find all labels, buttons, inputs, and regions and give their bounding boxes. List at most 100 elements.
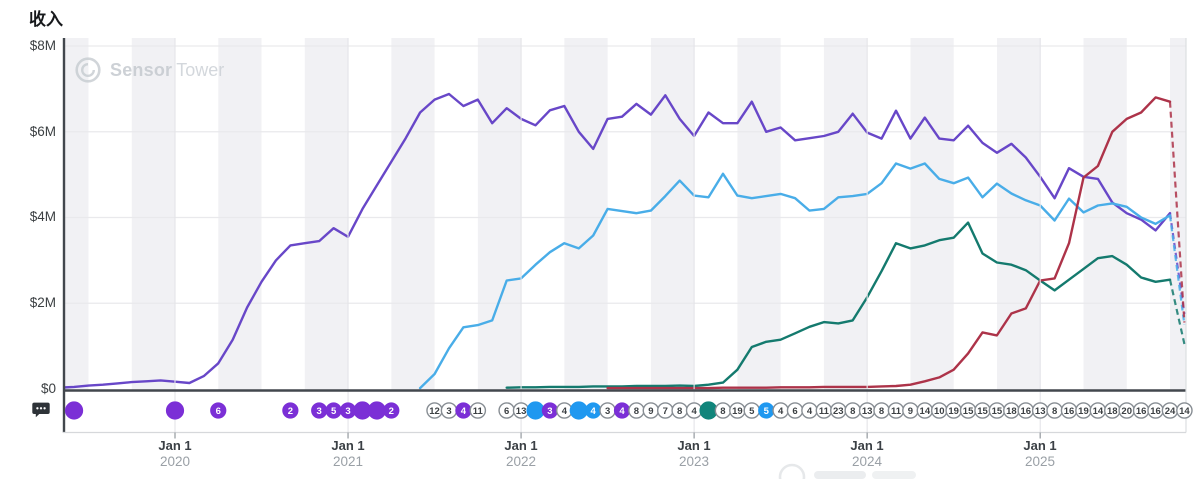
event-marker[interactable]: 4 — [455, 402, 472, 419]
event-marker[interactable]: 8 — [1046, 402, 1063, 419]
event-marker[interactable]: 16 — [1060, 402, 1078, 419]
event-circle[interactable] — [64, 401, 84, 420]
event-marker[interactable]: 8 — [671, 402, 689, 419]
quarter-stripe — [1170, 38, 1186, 391]
quarter-stripe — [737, 38, 781, 391]
quarter-stripe — [650, 38, 695, 391]
event-marker[interactable]: 6 — [210, 402, 227, 419]
event-marker[interactable]: 4 — [772, 402, 789, 419]
event-marker[interactable] — [64, 401, 84, 420]
event-count: 12 — [429, 406, 440, 417]
event-marker[interactable]: 8 — [844, 402, 862, 419]
event-count: 11 — [473, 406, 484, 417]
event-marker[interactable] — [569, 401, 588, 420]
event-marker[interactable] — [699, 401, 718, 420]
event-circle[interactable] — [282, 402, 299, 419]
event-marker[interactable]: 19 — [729, 402, 746, 419]
event-marker[interactable]: 10 — [930, 402, 948, 419]
page-title: 收入 — [29, 10, 63, 29]
event-circle[interactable] — [469, 402, 487, 419]
event-marker[interactable]: 3 — [541, 402, 559, 419]
event-circle[interactable] — [1176, 402, 1193, 419]
event-marker[interactable]: 15 — [988, 402, 1006, 419]
event-count: 16 — [1136, 406, 1147, 417]
event-marker[interactable]: 11 — [887, 402, 905, 419]
series-dashed-tail-crimson — [1168, 101, 1186, 323]
event-marker[interactable] — [165, 401, 185, 420]
event-marker[interactable]: 11 — [815, 402, 833, 419]
event-count: 13 — [1035, 406, 1046, 417]
event-marker[interactable]: 9 — [642, 402, 660, 419]
event-marker[interactable]: 7 — [656, 402, 674, 419]
event-marker[interactable]: 3 — [440, 402, 458, 419]
event-circle[interactable] — [699, 401, 718, 420]
y-axis-tick-4m: $4M — [29, 209, 56, 224]
event-circle[interactable] — [210, 402, 227, 419]
event-marker[interactable]: 23 — [830, 402, 847, 419]
event-marker[interactable]: 3 — [311, 402, 328, 419]
event-marker[interactable]: 2 — [383, 402, 400, 419]
event-marker[interactable]: 5 — [758, 402, 775, 419]
y-axis-tick-6m: $6M — [29, 124, 56, 139]
event-count: 16 — [1150, 406, 1161, 417]
event-marker[interactable]: 9 — [902, 402, 919, 419]
event-marker[interactable]: 19 — [1075, 402, 1092, 419]
y-axis-tick-8m: $8M — [29, 38, 56, 53]
event-marker[interactable]: 8 — [873, 402, 890, 419]
event-marker[interactable]: 3 — [599, 402, 616, 419]
series-line-crimson[interactable] — [606, 96, 1172, 390]
event-marker[interactable]: 15 — [974, 402, 991, 419]
event-marker[interactable]: 8 — [714, 402, 732, 419]
event-marker[interactable]: 6 — [498, 402, 515, 419]
event-marker[interactable]: 18 — [1104, 402, 1121, 419]
event-marker[interactable]: 15 — [959, 402, 977, 419]
event-marker[interactable]: 5 — [325, 402, 342, 419]
series-line-cyan[interactable] — [418, 162, 1172, 390]
event-marker[interactable]: 16 — [1132, 402, 1150, 419]
quarter-stripe — [910, 38, 954, 391]
event-marker[interactable]: 12 — [426, 402, 443, 419]
event-marker[interactable]: 19 — [945, 402, 962, 419]
event-marker[interactable]: 2 — [282, 402, 299, 419]
event-marker[interactable]: 11 — [469, 402, 487, 419]
event-circle[interactable] — [367, 401, 386, 420]
event-marker[interactable]: 8 — [628, 402, 645, 419]
event-count: 9 — [648, 406, 653, 417]
event-marker[interactable]: 14 — [916, 402, 934, 419]
event-marker[interactable] — [367, 401, 386, 420]
event-circle[interactable] — [526, 401, 545, 420]
x-axis-tick-2022: Jan 1 2022 — [504, 438, 538, 469]
event-count: 15 — [977, 406, 988, 417]
series-line-purple[interactable] — [60, 92, 1172, 389]
event-marker[interactable]: 4 — [801, 402, 818, 419]
event-count: 19 — [948, 406, 959, 417]
event-marker[interactable]: 4 — [585, 402, 602, 419]
event-marker[interactable]: 13 — [1031, 402, 1049, 419]
y-axis-tick-0: $0 — [40, 381, 56, 396]
event-circle[interactable] — [165, 401, 185, 420]
event-count: 24 — [1165, 406, 1176, 417]
event-marker[interactable]: 5 — [743, 402, 761, 419]
event-count: 3 — [317, 406, 322, 417]
event-marker[interactable] — [526, 401, 545, 420]
event-marker[interactable]: 20 — [1118, 402, 1136, 419]
event-marker[interactable]: 16 — [1147, 402, 1164, 419]
event-marker[interactable]: 4 — [613, 402, 631, 419]
event-marker[interactable]: 14 — [1089, 402, 1107, 419]
event-marker[interactable]: 24 — [1161, 402, 1179, 419]
event-circle[interactable] — [569, 401, 588, 420]
series-line-teal[interactable] — [505, 221, 1172, 389]
event-count: 4 — [807, 406, 813, 417]
event-circle[interactable] — [383, 402, 400, 419]
annotation-chat-icon[interactable] — [31, 400, 51, 420]
event-marker[interactable]: 14 — [1176, 402, 1193, 419]
event-marker[interactable]: 6 — [786, 402, 804, 419]
event-marker[interactable]: 13 — [858, 402, 876, 419]
x-axis-tick-2025: Jan 1 2025 — [1023, 438, 1057, 469]
event-count: 7 — [663, 406, 668, 417]
event-marker[interactable]: 18 — [1003, 402, 1020, 419]
event-marker[interactable]: 16 — [1017, 402, 1035, 419]
event-count: 4 — [591, 406, 597, 417]
event-count: 14 — [1093, 406, 1104, 417]
